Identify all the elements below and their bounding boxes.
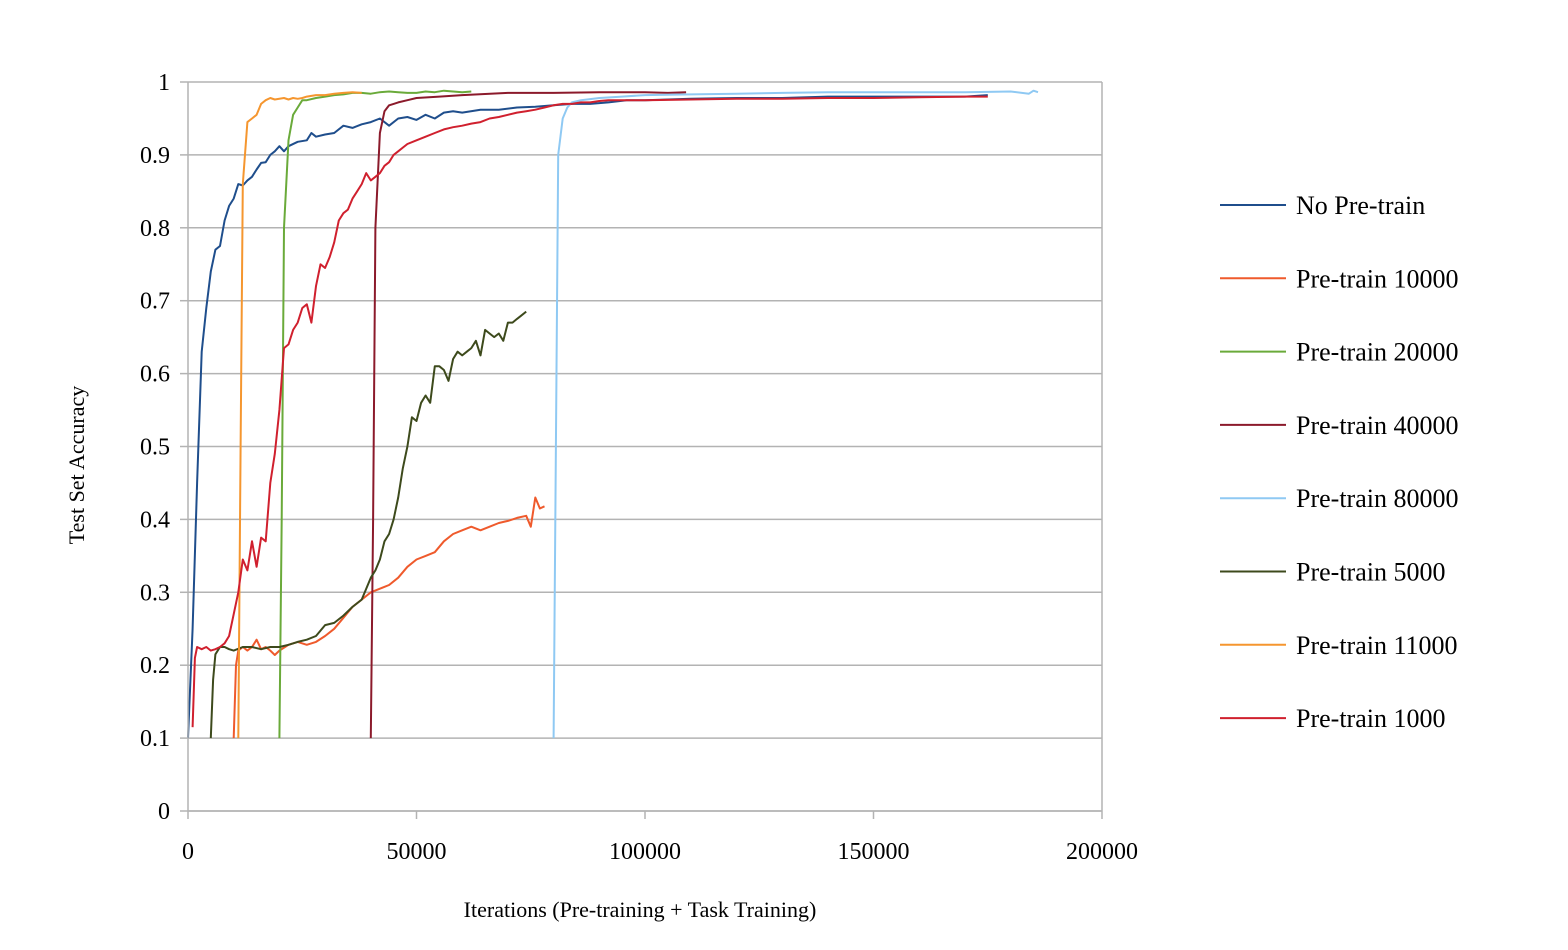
legend-item: Pre-train 80000 (1220, 484, 1458, 513)
x-tick-label: 0 (182, 839, 194, 865)
series-line-no-pre-train (187, 94, 988, 739)
legend-item: Pre-train 10000 (1220, 264, 1458, 293)
legend-item: No Pre-train (1220, 191, 1425, 220)
series-lines (187, 89, 1039, 739)
x-axis-title: Iterations (Pre-training + Task Training… (464, 897, 817, 922)
x-tick-label: 200000 (1066, 839, 1138, 865)
legend-item: Pre-train 11000 (1220, 631, 1458, 660)
y-tick-label: 0.8 (140, 216, 170, 242)
y-tick-label: 0.9 (140, 143, 170, 169)
x-tick-label: 100000 (609, 839, 681, 865)
legend-item: Pre-train 1000 (1220, 704, 1445, 733)
series-line-pre-train-5000 (209, 310, 527, 739)
legend-label: No Pre-train (1296, 191, 1425, 220)
y-axis-title: Test Set Accuracy (64, 386, 89, 545)
legend-label: Pre-train 10000 (1296, 264, 1458, 293)
y-tick-label: 1 (158, 70, 170, 96)
legend: No Pre-train Pre-train 10000 Pre-train 200… (1220, 191, 1458, 733)
y-tick-label: 0.1 (140, 726, 170, 752)
series-line-pre-train-80000 (552, 89, 1039, 739)
y-tick-label: 0.7 (140, 289, 170, 315)
legend-item: Pre-train 20000 (1220, 338, 1458, 367)
axes: 0 0.1 0.2 0.3 0.4 0.5 0.6 0.7 0.8 0.9 1 0 50000 10000… (140, 70, 1138, 865)
y-tick-label: 0.4 (140, 507, 170, 533)
legend-item: Pre-train 5000 (1220, 558, 1445, 587)
legend-label: Pre-train 20000 (1296, 338, 1458, 367)
series-line-pre-train-11000 (237, 91, 362, 739)
x-tick-label: 150000 (838, 839, 910, 865)
legend-label: Pre-train 80000 (1296, 484, 1458, 513)
y-tick-label: 0.2 (140, 653, 170, 679)
y-tick-label: 0.6 (140, 362, 170, 388)
legend-label: Pre-train 5000 (1296, 558, 1445, 587)
legend-label: Pre-train 11000 (1296, 631, 1458, 660)
y-tick-label: 0.3 (140, 580, 170, 606)
legend-label: Pre-train 1000 (1296, 704, 1445, 733)
series-line-pre-train-1000 (191, 95, 988, 728)
series-line-pre-train-20000 (278, 89, 472, 739)
legend-item: Pre-train 40000 (1220, 411, 1458, 440)
x-tick-label: 50000 (387, 839, 447, 865)
legend-label: Pre-train 40000 (1296, 411, 1458, 440)
y-tick-label: 0 (158, 799, 170, 825)
series-line-pre-train-40000 (369, 91, 687, 739)
y-tick-label: 0.5 (140, 435, 170, 461)
gridlines (188, 81, 1102, 812)
